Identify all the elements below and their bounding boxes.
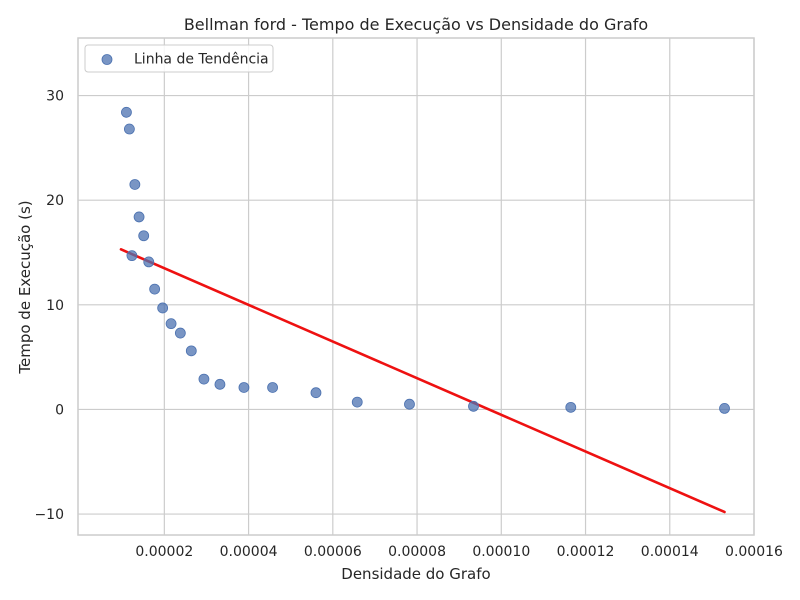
y-tick-label: −10 bbox=[34, 507, 64, 523]
scatter-point bbox=[468, 400, 479, 412]
y-tick-label: 10 bbox=[46, 298, 64, 314]
scatter-point bbox=[126, 250, 138, 262]
scatter-point bbox=[138, 230, 150, 242]
scatter-point bbox=[565, 401, 577, 413]
x-tick-label: 0.00010 bbox=[472, 544, 530, 560]
grid-lines bbox=[78, 38, 755, 535]
x-tick-label: 0.00004 bbox=[220, 544, 278, 560]
y-tick-label: 30 bbox=[46, 89, 64, 105]
scatter-point bbox=[123, 123, 135, 135]
x-axis-title: Densidade do Grafo bbox=[341, 565, 490, 583]
legend-box bbox=[84, 44, 274, 73]
scatter-point bbox=[351, 396, 363, 408]
x-tick-label: 0.00014 bbox=[641, 544, 699, 560]
x-tick-label: 0.00008 bbox=[388, 544, 446, 560]
scatter-point bbox=[143, 256, 155, 268]
y-tick-label: 0 bbox=[55, 402, 64, 418]
scatter-point bbox=[133, 211, 145, 223]
scatter-point bbox=[174, 327, 186, 339]
x-axis-ticks: 0.00002 0.00004 0.00006 0.00008 0.00010 0.000… bbox=[135, 544, 783, 560]
legend: Linha de Tendência bbox=[84, 44, 274, 73]
scatter-point bbox=[129, 179, 141, 190]
scatter-point bbox=[267, 382, 278, 393]
x-tick-label: 0.00012 bbox=[557, 544, 615, 560]
scatter-point bbox=[310, 387, 322, 399]
scatter-point bbox=[149, 283, 161, 295]
scatter-point bbox=[121, 106, 132, 118]
scatter-points bbox=[121, 106, 730, 414]
x-tick-label: 0.00002 bbox=[135, 544, 193, 560]
scatter-point bbox=[404, 398, 415, 410]
plot-border bbox=[77, 37, 755, 536]
scatter-point bbox=[165, 318, 177, 330]
trend-line bbox=[119, 248, 726, 514]
chart-title: Bellman ford - Tempo de Execução vs Dens… bbox=[184, 15, 648, 34]
scatter-point bbox=[185, 345, 197, 357]
scatter-point bbox=[157, 302, 169, 314]
scatter-point bbox=[238, 382, 250, 393]
legend-marker bbox=[101, 54, 113, 65]
y-tick-label: 20 bbox=[46, 193, 64, 209]
scatter-point bbox=[214, 378, 226, 390]
legend-label: Linha de Tendência bbox=[134, 52, 269, 68]
scatter-point bbox=[198, 373, 210, 385]
y-axis-title: Tempo de Execução (s) bbox=[16, 200, 34, 374]
scatter-point bbox=[719, 402, 730, 414]
trend-line-layer bbox=[119, 248, 726, 514]
y-axis-ticks: −10 0 10 20 30 bbox=[34, 89, 64, 524]
x-tick-label: 0.00016 bbox=[725, 544, 783, 560]
x-tick-label: 0.00006 bbox=[304, 544, 362, 560]
plot-frame bbox=[77, 37, 755, 536]
